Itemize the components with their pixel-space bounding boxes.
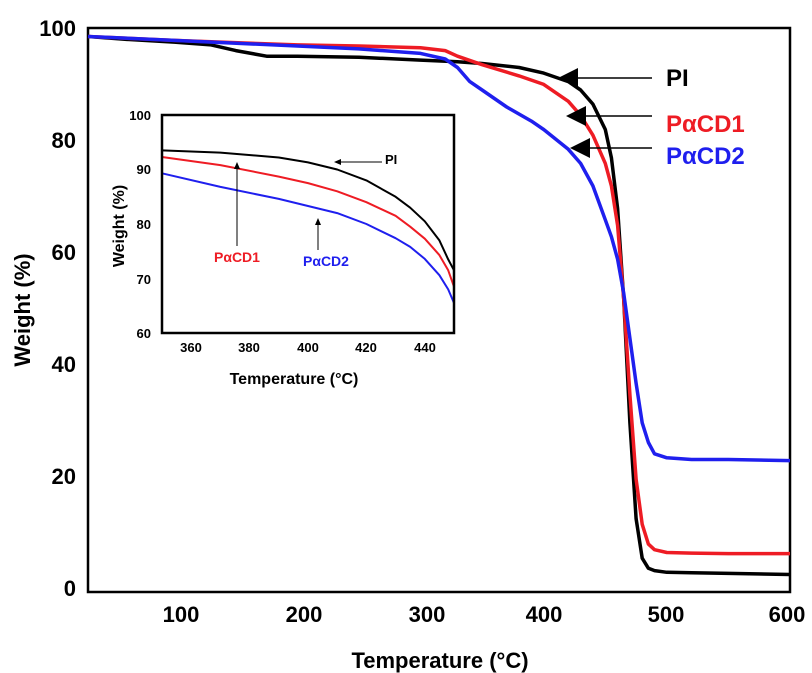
inset-y-tick-label: 90 bbox=[137, 162, 151, 177]
series-line-pcd1 bbox=[87, 34, 790, 556]
main-x-axis: 100 200 300 400 500 600 bbox=[163, 602, 806, 627]
inset-series-group bbox=[161, 149, 455, 304]
main-y-tick-label: 0 bbox=[64, 576, 76, 601]
main-y-axis-title: Weight (%) bbox=[10, 253, 35, 366]
main-y-tick-label: 20 bbox=[52, 464, 76, 489]
inset-annotation-label-pacd1: PαCD1 bbox=[214, 249, 260, 265]
main-x-axis-title: Temperature (°C) bbox=[351, 648, 528, 673]
main-legend: PI PαCD1 PαCD2 bbox=[558, 65, 745, 170]
main-y-tick-label: 60 bbox=[52, 240, 76, 265]
inset-x-tick-label: 420 bbox=[355, 340, 377, 355]
main-x-tick-label: 600 bbox=[769, 602, 806, 627]
legend-label-pacd2: PαCD2 bbox=[666, 143, 745, 170]
series-line-pcd1 bbox=[161, 156, 455, 288]
inset-annotation-arrowhead-pi bbox=[334, 159, 341, 165]
legend-arrowhead-pi bbox=[558, 68, 578, 88]
series-line-pcd2 bbox=[161, 172, 455, 304]
main-y-tick-label: 40 bbox=[52, 352, 76, 377]
legend-label-pacd1: PαCD1 bbox=[666, 111, 745, 138]
main-x-tick-label: 200 bbox=[286, 602, 323, 627]
main-x-tick-label: 400 bbox=[526, 602, 563, 627]
inset-chart: 100 90 80 70 60 360 380 400 420 440 Temp… bbox=[111, 108, 456, 388]
inset-y-tick-label: 70 bbox=[137, 272, 151, 287]
inset-y-tick-label: 100 bbox=[129, 108, 151, 123]
series-line-pi bbox=[161, 149, 455, 271]
legend-arrowhead-pacd2 bbox=[570, 138, 590, 158]
inset-y-tick-label: 60 bbox=[137, 326, 151, 341]
inset-annotation-arrowhead-pacd2 bbox=[315, 218, 321, 225]
main-series-group bbox=[87, 34, 791, 577]
main-x-tick-label: 100 bbox=[163, 602, 200, 627]
legend-label-pi: PI bbox=[666, 65, 689, 92]
series-line-pcd2 bbox=[87, 34, 791, 463]
main-y-tick-label: 100 bbox=[39, 16, 76, 41]
inset-x-tick-label: 400 bbox=[297, 340, 319, 355]
inset-annotation-label-pacd2: PαCD2 bbox=[303, 253, 349, 269]
main-x-tick-label: 300 bbox=[409, 602, 446, 627]
inset-x-axis-title: Temperature (°C) bbox=[230, 371, 359, 388]
main-x-tick-label: 500 bbox=[648, 602, 685, 627]
inset-x-tick-label: 440 bbox=[414, 340, 436, 355]
series-line-pi bbox=[87, 34, 791, 577]
inset-plot-frame bbox=[160, 113, 456, 335]
main-plot-frame bbox=[86, 26, 792, 594]
inset-y-tick-label: 80 bbox=[137, 217, 151, 232]
inset-annotation-arrowhead-pacd1 bbox=[234, 162, 240, 169]
main-y-tick-label: 80 bbox=[52, 128, 76, 153]
main-y-axis: 100 80 60 40 20 0 bbox=[39, 16, 76, 601]
inset-x-tick-label: 380 bbox=[238, 340, 260, 355]
inset-background bbox=[162, 115, 454, 333]
legend-arrowhead-pacd1 bbox=[566, 106, 586, 126]
inset-x-tick-label: 360 bbox=[180, 340, 202, 355]
inset-y-axis-title: Weight (%) bbox=[111, 185, 128, 267]
inset-annotation-label-pi: PI bbox=[385, 152, 397, 167]
